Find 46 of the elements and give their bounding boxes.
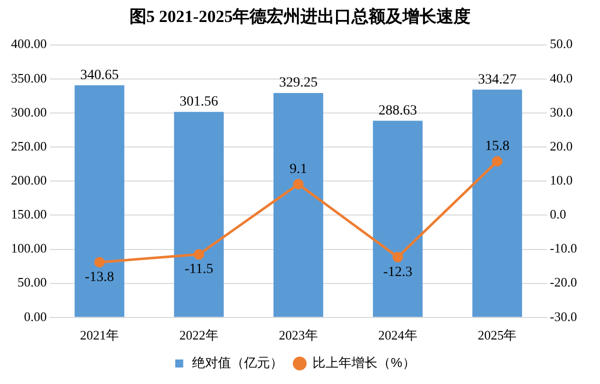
y2-tick-label: -20.0 <box>550 274 578 290</box>
legend-label: 绝对值（亿元） <box>192 355 284 370</box>
y-tick-label: 350.00 <box>11 70 47 86</box>
y-tick-label: 150.00 <box>11 206 47 222</box>
data-label: 301.56 <box>180 94 218 110</box>
data-label: -13.8 <box>84 270 114 285</box>
legend-label: 比上年增长（%） <box>312 355 416 370</box>
y-tick-label: 50.00 <box>18 274 47 290</box>
y-tick-label: 400.00 <box>11 36 47 52</box>
y2-tick-label: 20.0 <box>550 138 573 154</box>
bar <box>472 90 522 317</box>
bar <box>174 112 224 317</box>
chart-title: 图5 2021-2025年德宏州进出口总额及增长速度 <box>128 6 472 28</box>
data-label: 15.8 <box>484 139 510 154</box>
point <box>392 252 404 262</box>
data-label: 334.27 <box>478 72 516 88</box>
bar <box>372 120 423 317</box>
data-label: -12.3 <box>383 264 412 280</box>
y-tick-label: 200.00 <box>11 172 47 188</box>
x-tick-label: 2021年 <box>80 328 119 343</box>
y-tick-label: 300.00 <box>11 104 47 120</box>
data-label: -11.5 <box>184 262 214 278</box>
bar <box>74 85 124 317</box>
data-label: 288.63 <box>378 103 418 118</box>
data-label: 9.1 <box>290 162 308 177</box>
y-tick-label: 100.00 <box>11 240 47 256</box>
bar <box>273 93 324 317</box>
y2-tick-label: 30.0 <box>550 104 573 120</box>
x-tick-label: 2024年 <box>378 328 418 343</box>
data-label: 340.65 <box>80 68 119 83</box>
y-tick-label: 250.00 <box>11 138 47 154</box>
data-label: 329.25 <box>279 76 318 91</box>
y2-tick-label: 10.0 <box>550 172 573 188</box>
x-tick-label: 2025年 <box>478 328 517 343</box>
y2-tick-label: 40.0 <box>550 70 573 86</box>
x-tick-label: 2022年 <box>179 328 218 343</box>
y-tick-label: 0.00 <box>24 308 47 324</box>
x-tick-label: 2023年 <box>278 328 318 343</box>
point <box>194 249 204 260</box>
y2-tick-label: -30.0 <box>550 308 578 324</box>
y2-tick-label: -10.0 <box>550 240 578 256</box>
point <box>94 256 105 268</box>
y2-tick-label: 50.0 <box>550 36 573 52</box>
point <box>492 156 502 167</box>
point <box>293 178 304 190</box>
y2-tick-label: 0.0 <box>550 206 566 222</box>
